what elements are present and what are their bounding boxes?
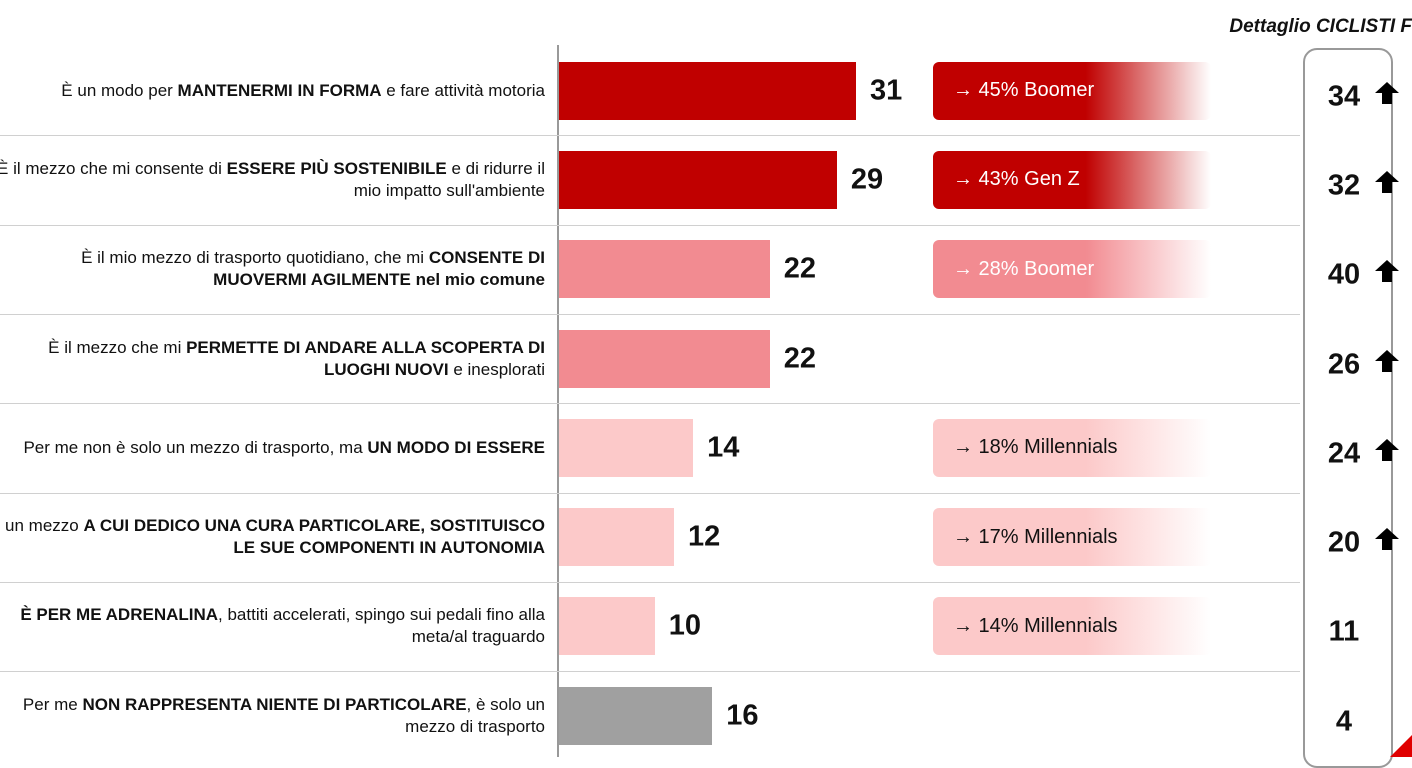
axis-line (557, 45, 559, 757)
detail-value: 34 (1327, 80, 1361, 113)
bar (559, 150, 837, 209)
arrow-shape (1375, 349, 1399, 372)
value-label: 10 (668, 609, 702, 642)
callout: → 43% Gen Z (933, 150, 1211, 209)
label-segment: PERMETTE DI ANDARE ALLA SCOPERTA DI LUOG… (186, 337, 545, 379)
value-label: 31 (869, 74, 903, 107)
row-separator (0, 403, 1300, 405)
label-segment: e di ridurre il mio impatto sull'ambient… (353, 158, 545, 200)
detail-value: 32 (1327, 169, 1361, 202)
bar (559, 61, 856, 120)
label-segment: NON RAPPRESENTA NIENTE DI PARTICOLARE (82, 694, 467, 714)
corner-decoration (1390, 735, 1412, 757)
label-segment: MANTENERMI IN FORMA (177, 80, 382, 100)
bar (559, 597, 655, 656)
row-separator (0, 492, 1300, 494)
label-segment: È un mezzo (0, 516, 79, 536)
up-arrow (1375, 170, 1399, 193)
bar (559, 240, 770, 299)
label-segment: È il mio mezzo di trasporto quotidiano, … (81, 248, 429, 268)
label-segment: È PER ME ADRENALINA (20, 605, 219, 625)
up-arrow (1375, 349, 1399, 372)
category-label: È il mio mezzo di trasporto quotidiano, … (0, 247, 545, 291)
arrow-shape (1375, 81, 1399, 104)
callout: → 17% Millennials (933, 508, 1211, 567)
detail-panel (1303, 48, 1393, 768)
label-segment: È il mezzo che mi (48, 337, 187, 357)
label-segment: e fare attività motoria (381, 80, 545, 100)
value-label: 14 (707, 431, 740, 464)
detail-value: 4 (1335, 705, 1353, 738)
label-segment: , battiti accelerati, spingo sui pedali … (218, 605, 545, 647)
label-segment: È un modo per (61, 80, 178, 100)
up-arrow (1375, 438, 1399, 461)
arrow-shape (1375, 170, 1399, 193)
row-separator (0, 581, 1300, 583)
detail-value: 20 (1327, 526, 1361, 559)
category-label: È il mezzo che mi PERMETTE DI ANDARE ALL… (0, 337, 545, 381)
label-segment: e inesplorati (448, 359, 545, 379)
bar (559, 418, 694, 477)
callout: → 18% Millennials (933, 418, 1211, 477)
label-segment: ESSERE PIÙ SOSTENIBILE (226, 158, 447, 178)
arrow-shape (1375, 528, 1399, 551)
label-segment: CONSENTE DI MUOVERMI AGILMENTE nel mio c… (213, 248, 545, 290)
callout: → 45% Boomer (933, 61, 1211, 120)
up-arrow (1375, 260, 1399, 283)
detail-value: 24 (1327, 437, 1361, 470)
label-segment: A CUI DEDICO UNA CURA PARTICOLARE, SOSTI… (83, 516, 545, 558)
value-label: 29 (850, 163, 884, 196)
category-label: Per me non è solo un mezzo di trasporto,… (0, 437, 545, 459)
label-segment: Per me non è solo un mezzo di trasporto,… (23, 437, 368, 457)
label-segment: È il mezzo che mi consente di (0, 158, 227, 178)
category-label: È il mezzo che mi consente di ESSERE PIÙ… (0, 158, 545, 202)
category-label: È un modo per MANTENERMI IN FORMA e fare… (0, 80, 545, 102)
callout: → 28% Boomer (933, 240, 1211, 299)
detail-value: 11 (1328, 615, 1360, 648)
value-label: 12 (687, 520, 721, 553)
arrow-shape (1375, 438, 1399, 461)
arrow-shape (1375, 260, 1399, 283)
label-segment: , è solo un mezzo di trasporto (405, 694, 545, 736)
row-separator (0, 313, 1300, 315)
detail-title: Dettaglio CICLISTI F (1229, 16, 1412, 37)
row-separator (0, 135, 1300, 137)
value-label: 16 (726, 699, 759, 732)
row-separator (0, 671, 1300, 673)
up-arrow (1375, 528, 1399, 551)
category-label: Per me NON RAPPRESENTA NIENTE DI PARTICO… (0, 694, 545, 738)
category-label: È PER ME ADRENALINA, battiti accelerati,… (0, 604, 545, 648)
label-segment: UN MODO DI ESSERE (367, 437, 545, 457)
value-label: 22 (783, 342, 817, 375)
detail-value: 26 (1327, 348, 1361, 381)
callout: → 14% Millennials (933, 597, 1211, 656)
row-separator (0, 224, 1300, 226)
detail-value: 40 (1327, 258, 1361, 291)
up-arrow (1375, 81, 1399, 104)
label-segment: Per me (22, 694, 83, 714)
bar (559, 329, 770, 388)
bar (559, 508, 674, 567)
value-label: 22 (783, 252, 817, 285)
bar (559, 686, 713, 745)
category-label: È un mezzo A CUI DEDICO UNA CURA PARTICO… (0, 515, 545, 559)
